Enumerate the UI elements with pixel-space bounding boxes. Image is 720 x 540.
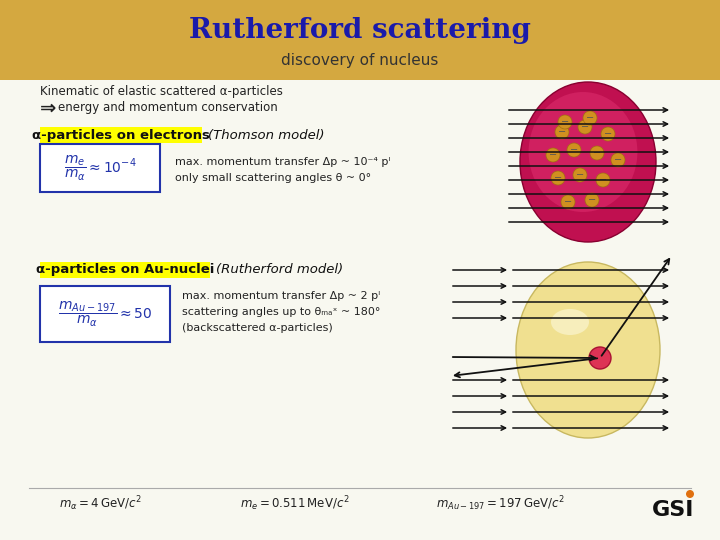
- Circle shape: [546, 148, 560, 162]
- Text: max. momentum transfer Δp ~ 2 pᴵ: max. momentum transfer Δp ~ 2 pᴵ: [182, 291, 380, 301]
- Text: −: −: [549, 150, 557, 160]
- Text: (backscattered α-particles): (backscattered α-particles): [182, 323, 333, 333]
- Bar: [0, 0, 720, 80]
- Text: −: −: [564, 197, 572, 207]
- Text: discovery of nucleus: discovery of nucleus: [282, 52, 438, 68]
- Text: $m_e = 0.511\,\mathrm{MeV}/c^2$: $m_e = 0.511\,\mathrm{MeV}/c^2$: [240, 495, 350, 514]
- Text: energy and momentum conservation: energy and momentum conservation: [58, 102, 278, 114]
- Text: Kinematic of elastic scattered α-particles: Kinematic of elastic scattered α-particl…: [40, 85, 283, 98]
- Text: α-particles on Au-nuclei: α-particles on Au-nuclei: [36, 264, 214, 276]
- Text: scattering angles up to θₘₐˣ ~ 180°: scattering angles up to θₘₐˣ ~ 180°: [182, 307, 380, 317]
- Ellipse shape: [516, 262, 660, 438]
- Text: −: −: [614, 155, 622, 165]
- Circle shape: [596, 173, 610, 187]
- Text: −: −: [581, 122, 589, 132]
- Text: (Thomson model): (Thomson model): [208, 129, 325, 141]
- Ellipse shape: [520, 82, 656, 242]
- Text: −: −: [588, 195, 596, 205]
- Text: ⇒: ⇒: [40, 98, 56, 118]
- Text: −: −: [593, 148, 601, 158]
- Text: −: −: [599, 175, 607, 185]
- Text: −: −: [570, 145, 578, 155]
- Text: only small scattering angles θ ~ 0°: only small scattering angles θ ~ 0°: [175, 173, 371, 183]
- Circle shape: [551, 171, 565, 185]
- Circle shape: [590, 146, 604, 160]
- Text: max. momentum transfer Δp ~ 10⁻⁴ pᴵ: max. momentum transfer Δp ~ 10⁻⁴ pᴵ: [175, 157, 390, 167]
- Bar: [40, 286, 170, 342]
- Text: −: −: [554, 173, 562, 183]
- Text: $m_{\alpha} = 4\,\mathrm{GeV}/c^2$: $m_{\alpha} = 4\,\mathrm{GeV}/c^2$: [58, 495, 141, 514]
- Bar: [40, 144, 160, 192]
- Text: −: −: [558, 127, 566, 137]
- Circle shape: [611, 153, 625, 167]
- Text: Rutherford scattering: Rutherford scattering: [189, 17, 531, 44]
- Circle shape: [589, 347, 611, 369]
- Ellipse shape: [528, 92, 637, 212]
- Text: −: −: [576, 170, 584, 180]
- Bar: [40, 262, 210, 278]
- Circle shape: [555, 125, 569, 139]
- Circle shape: [583, 111, 597, 125]
- Text: GSI: GSI: [652, 500, 694, 520]
- Circle shape: [561, 195, 575, 209]
- Text: −: −: [586, 113, 594, 123]
- Circle shape: [567, 143, 581, 157]
- Circle shape: [601, 127, 615, 141]
- Bar: [40, 127, 202, 143]
- Text: −: −: [561, 117, 569, 127]
- Circle shape: [558, 115, 572, 129]
- Circle shape: [585, 193, 599, 207]
- Text: (Rutherford model): (Rutherford model): [216, 264, 343, 276]
- Text: $\dfrac{m_e}{m_{\alpha}} \approx 10^{-4}$: $\dfrac{m_e}{m_{\alpha}} \approx 10^{-4}…: [63, 153, 136, 183]
- Text: $m_{Au-197} = 197\,\mathrm{GeV}/c^2$: $m_{Au-197} = 197\,\mathrm{GeV}/c^2$: [436, 495, 564, 514]
- Circle shape: [573, 168, 587, 182]
- Text: $\dfrac{m_{Au-197}}{m_{\alpha}} \approx 50$: $\dfrac{m_{Au-197}}{m_{\alpha}} \approx …: [58, 299, 153, 328]
- Circle shape: [578, 120, 592, 134]
- Circle shape: [686, 490, 694, 498]
- Text: −: −: [604, 129, 612, 139]
- Ellipse shape: [551, 309, 589, 335]
- Text: α-particles on electrons: α-particles on electrons: [32, 129, 210, 141]
